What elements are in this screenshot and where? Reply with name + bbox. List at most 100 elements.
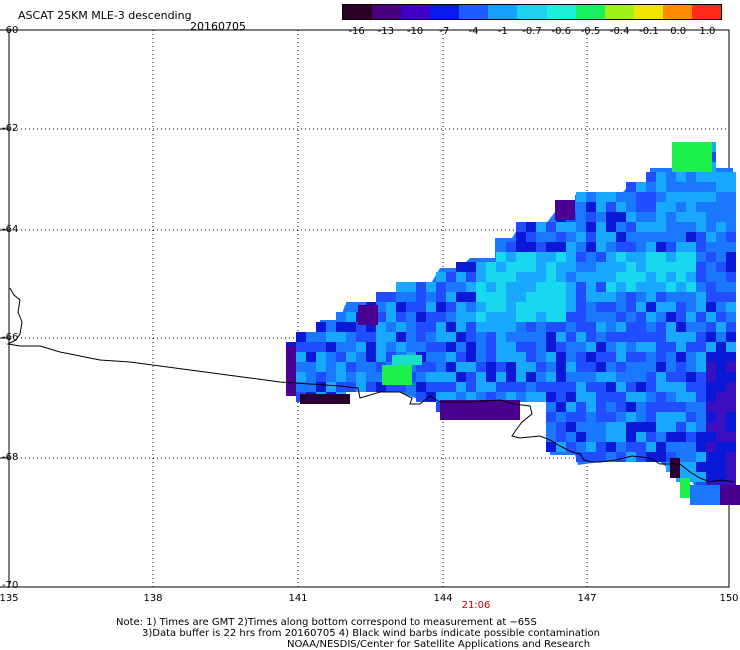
wind-cell <box>596 252 606 262</box>
wind-cell <box>606 272 616 282</box>
wind-cell <box>546 442 556 452</box>
wind-cell <box>636 232 646 242</box>
wind-cell <box>486 382 496 392</box>
wind-cell <box>716 392 726 402</box>
wind-cell <box>706 172 716 182</box>
wind-cell <box>586 452 596 462</box>
colorbar-swatch <box>372 5 402 19</box>
wind-cell <box>386 322 396 332</box>
wind-cell <box>416 362 426 372</box>
wind-cell <box>336 352 346 362</box>
wind-cell <box>606 312 616 322</box>
wind-cell <box>546 432 556 442</box>
wind-cell <box>682 152 692 162</box>
wind-cell <box>486 262 496 272</box>
wind-cell <box>676 172 686 182</box>
wind-cell <box>536 302 546 312</box>
wind-cell <box>646 442 656 452</box>
wind-cell <box>576 452 586 462</box>
wind-cell <box>516 302 526 312</box>
wind-cell <box>696 272 706 282</box>
wind-cell <box>656 322 666 332</box>
wind-cell <box>676 362 686 372</box>
wind-cell <box>456 262 466 272</box>
wind-cell <box>376 372 386 382</box>
wind-cell <box>666 172 676 182</box>
wind-cell <box>692 152 702 162</box>
wind-cell <box>656 252 666 262</box>
wind-cell <box>676 222 686 232</box>
wind-cell <box>566 262 576 272</box>
wind-cell <box>546 412 556 422</box>
wind-cell <box>446 282 456 292</box>
wind-cell <box>616 322 626 332</box>
wind-cell <box>636 442 646 452</box>
colorbar-label: -16 <box>348 26 365 37</box>
wind-cell <box>676 432 686 442</box>
lat-label-70: -70 <box>2 580 19 591</box>
wind-cell <box>706 242 716 252</box>
wind-cell <box>486 312 496 322</box>
wind-cell <box>666 412 676 422</box>
wind-cell <box>686 372 696 382</box>
wind-cell <box>516 282 526 292</box>
wind-cell <box>636 342 646 352</box>
wind-cell <box>696 182 706 192</box>
colorbar-swatch <box>691 5 722 19</box>
wind-cell <box>436 352 446 362</box>
wind-cell <box>666 352 676 362</box>
wind-cell <box>490 400 500 410</box>
wind-cell <box>466 282 476 292</box>
wind-cell <box>646 212 656 222</box>
wind-cell <box>586 402 596 412</box>
wind-cell <box>366 382 376 392</box>
wind-cell <box>526 282 536 292</box>
wind-cell <box>626 202 636 212</box>
wind-cell <box>706 252 716 262</box>
wind-cell <box>356 342 366 352</box>
wind-cell <box>546 302 556 312</box>
wind-cell <box>396 282 406 292</box>
wind-cell <box>720 485 730 495</box>
wind-cell <box>676 332 686 342</box>
wind-cell <box>416 282 426 292</box>
wind-cell <box>466 372 476 382</box>
wind-cell <box>656 442 666 452</box>
wind-cell <box>526 252 536 262</box>
wind-cell <box>356 372 366 382</box>
wind-cell <box>656 362 666 372</box>
wind-cell <box>626 452 636 462</box>
wind-cell <box>646 282 656 292</box>
wind-cell <box>556 252 566 262</box>
wind-cell <box>566 312 576 322</box>
wind-cell <box>586 252 596 262</box>
wind-cell <box>726 472 736 482</box>
wind-cell <box>496 272 506 282</box>
wind-cell <box>646 182 656 192</box>
wind-cell <box>586 362 596 372</box>
wind-cell <box>546 282 556 292</box>
wind-cell <box>616 222 626 232</box>
wind-cell <box>586 392 596 402</box>
wind-cell <box>516 382 526 392</box>
wind-cell <box>636 322 646 332</box>
wind-cell <box>336 342 346 352</box>
wind-cell <box>696 192 706 202</box>
wind-cell <box>406 382 416 392</box>
wind-cell <box>686 232 696 242</box>
wind-cell <box>536 352 546 362</box>
wind-cell <box>286 386 296 396</box>
wind-cell <box>486 302 496 312</box>
wind-cell <box>406 312 416 322</box>
lon-label-147: 147 <box>577 593 597 604</box>
wind-cell <box>456 292 466 302</box>
wind-cell <box>336 362 346 372</box>
wind-cell <box>696 172 706 182</box>
wind-cell <box>546 342 556 352</box>
wind-cell <box>516 242 526 252</box>
wind-cell <box>606 382 616 392</box>
wind-cell <box>566 372 576 382</box>
wind-cell <box>616 212 626 222</box>
wind-cell <box>526 232 536 242</box>
colorbar-label: -4 <box>468 26 479 37</box>
